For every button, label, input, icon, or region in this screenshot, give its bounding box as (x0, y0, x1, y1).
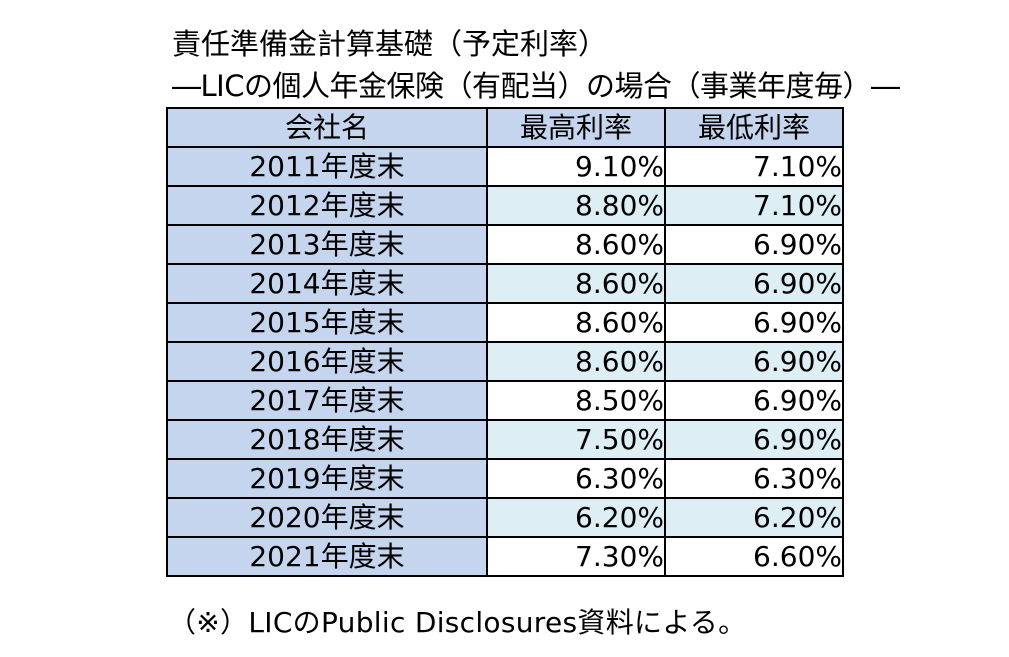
row-min-rate: 6.90% (664, 224, 844, 265)
row-year: 2015年度末 (166, 302, 488, 343)
document-subtitle: ―LICの個人年金保険（有配当）の場合（事業年度毎）― (172, 69, 900, 103)
row-year: 2020年度末 (166, 497, 488, 538)
row-min-rate: 6.90% (664, 302, 844, 343)
row-year: 2018年度末 (166, 419, 488, 460)
table-row: 2020年度末 6.20% 6.20% (166, 497, 844, 538)
table-row: 2012年度末 8.80% 7.10% (166, 185, 844, 226)
table-row: 2015年度末 8.60% 6.90% (166, 302, 844, 343)
row-max-rate: 8.60% (486, 302, 666, 343)
row-year: 2021年度末 (166, 536, 488, 577)
header-company: 会社名 (166, 107, 488, 148)
header-max-rate: 最高利率 (486, 107, 666, 148)
table-row: 2013年度末 8.60% 6.90% (166, 224, 844, 265)
row-year: 2012年度末 (166, 185, 488, 226)
row-max-rate: 8.60% (486, 224, 666, 265)
table-row: 2018年度末 7.50% 6.90% (166, 419, 844, 460)
table-row: 2021年度末 7.30% 6.60% (166, 536, 844, 577)
row-max-rate: 8.50% (486, 380, 666, 421)
row-max-rate: 6.30% (486, 458, 666, 499)
row-year: 2019年度末 (166, 458, 488, 499)
row-min-rate: 6.20% (664, 497, 844, 538)
row-min-rate: 6.60% (664, 536, 844, 577)
row-min-rate: 6.90% (664, 263, 844, 304)
row-min-rate: 7.10% (664, 146, 844, 187)
row-min-rate: 7.10% (664, 185, 844, 226)
row-min-rate: 6.90% (664, 380, 844, 421)
row-year: 2017年度末 (166, 380, 488, 421)
table-row: 2016年度末 8.60% 6.90% (166, 341, 844, 382)
row-min-rate: 6.30% (664, 458, 844, 499)
row-year: 2011年度末 (166, 146, 488, 187)
interest-rate-table: 会社名 最高利率 最低利率 2011年度末 9.10% 7.10% 2012年度… (166, 107, 844, 577)
row-max-rate: 8.60% (486, 263, 666, 304)
row-max-rate: 9.10% (486, 146, 666, 187)
header-min-rate: 最低利率 (664, 107, 844, 148)
row-max-rate: 8.80% (486, 185, 666, 226)
source-footnote: （※）LICのPublic Disclosures資料による。 (168, 606, 747, 639)
table-row: 2017年度末 8.50% 6.90% (166, 380, 844, 421)
row-min-rate: 6.90% (664, 341, 844, 382)
row-max-rate: 6.20% (486, 497, 666, 538)
row-year: 2016年度末 (166, 341, 488, 382)
table-row: 2019年度末 6.30% 6.30% (166, 458, 844, 499)
table-row: 2011年度末 9.10% 7.10% (166, 146, 844, 187)
row-max-rate: 7.50% (486, 419, 666, 460)
row-year: 2014年度末 (166, 263, 488, 304)
row-max-rate: 7.30% (486, 536, 666, 577)
table-row: 2014年度末 8.60% 6.90% (166, 263, 844, 304)
row-min-rate: 6.90% (664, 419, 844, 460)
row-max-rate: 8.60% (486, 341, 666, 382)
row-year: 2013年度末 (166, 224, 488, 265)
table-header-row: 会社名 最高利率 最低利率 (166, 107, 844, 148)
document-title: 責任準備金計算基礎（予定利率） (172, 27, 608, 61)
